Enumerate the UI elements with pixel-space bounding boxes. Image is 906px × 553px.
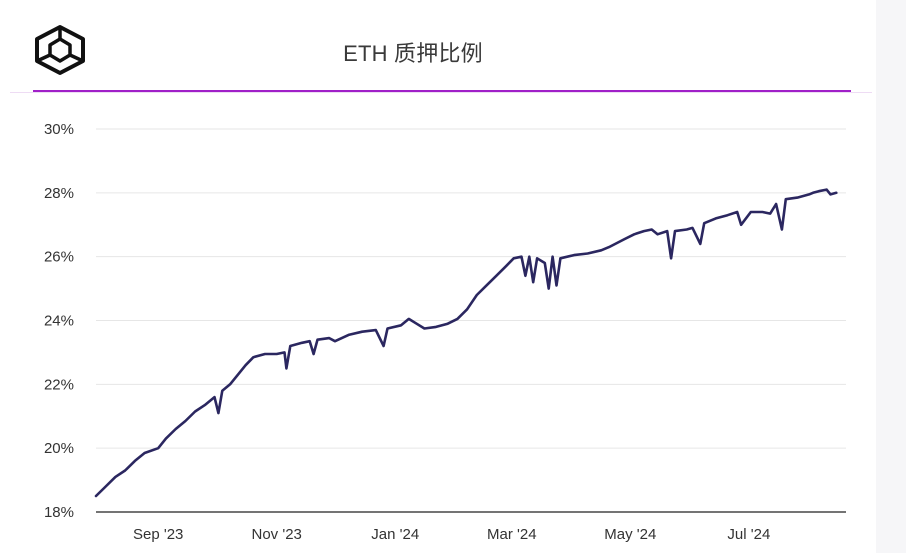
y-tick-label: 20%: [44, 440, 74, 457]
y-tick-label: 18%: [44, 504, 74, 521]
x-axis-ticks: Sep '23 Nov '23 Jan '24 Mar '24 May '24 Jul '…: [133, 526, 770, 543]
cube-logo-icon: [35, 25, 85, 75]
header-divider-faint: [10, 92, 872, 93]
x-tick-label: Sep '23: [133, 526, 183, 543]
chart-header: ETH 质押比例: [0, 0, 906, 92]
right-edge-panel: [876, 0, 906, 553]
y-tick-label: 22%: [44, 376, 74, 393]
series-line: [94, 188, 838, 498]
y-tick-label: 28%: [44, 185, 74, 202]
x-tick-label: Jul '24: [727, 526, 770, 543]
x-tick-label: Mar '24: [487, 526, 537, 543]
y-tick-label: 24%: [44, 313, 74, 330]
x-tick-label: Nov '23: [252, 526, 302, 543]
y-tick-label: 30%: [44, 121, 74, 138]
y-axis-ticks: 18% 20% 22% 24% 26% 28% 30%: [44, 121, 74, 521]
series-group: [94, 188, 838, 498]
header-divider: [33, 90, 851, 92]
x-tick-label: Jan '24: [371, 526, 419, 543]
chart-title: ETH 质押比例: [343, 41, 483, 66]
x-tick-label: May '24: [604, 526, 656, 543]
y-tick-label: 26%: [44, 249, 74, 266]
gridlines: [96, 128, 846, 449]
